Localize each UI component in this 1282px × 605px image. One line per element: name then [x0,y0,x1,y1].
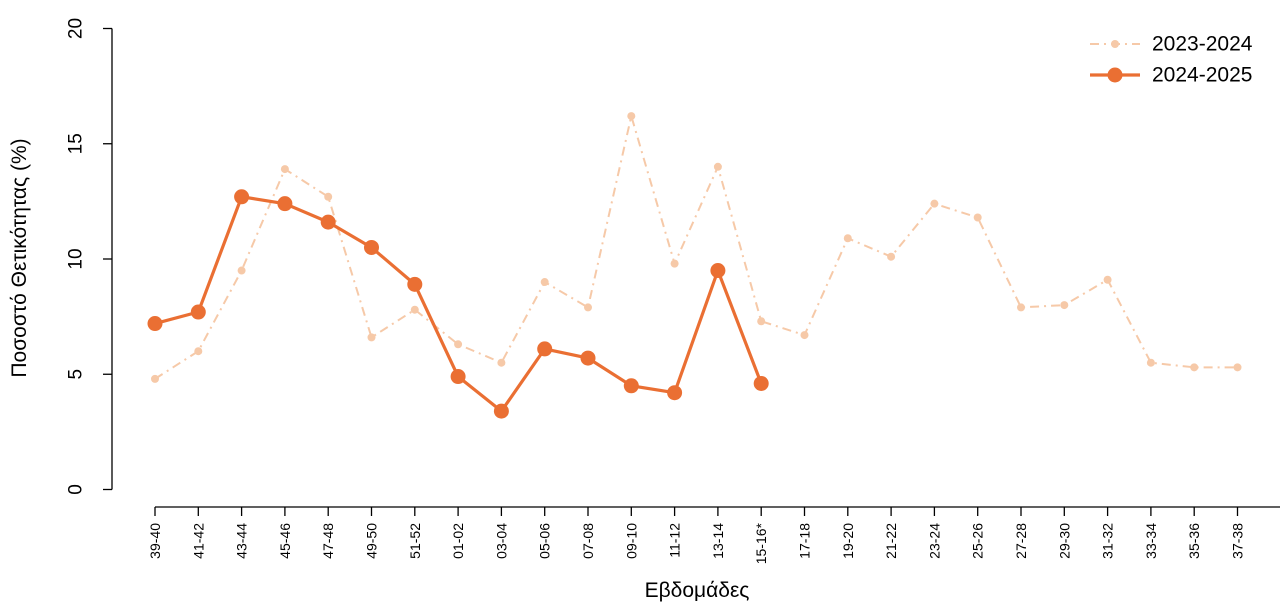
data-point [1146,358,1155,367]
x-tick-label: 05-06 [537,523,553,559]
x-tick-label: 01-02 [450,523,466,559]
y-tick-label: 15 [66,133,87,154]
data-point [410,305,419,314]
x-tick-label: 03-04 [493,523,509,559]
data-point [147,316,163,332]
data-point [367,333,376,342]
legend: 2023-2024 2024-2025 [1090,33,1253,87]
legend-label: 2024-2025 [1152,64,1252,87]
x-tick-label: 15-16* [753,522,769,564]
data-point [1060,301,1069,310]
data-point [753,375,769,391]
data-point [151,374,159,383]
data-point [407,276,423,292]
y-tick-label: 10 [66,248,87,269]
data-point [493,403,509,419]
data-point [190,304,206,320]
series-line [154,115,1238,380]
data-point [710,263,726,279]
series-2024-2025 [147,189,769,419]
data-point [1233,363,1242,372]
x-tick-label: 41-42 [190,523,206,559]
axes [111,28,1280,508]
data-point [580,350,596,366]
y-tick-label: 20 [66,18,87,39]
y-axis-ticks: 0 5 10 15 20 [66,18,112,495]
legend-swatch-marker [1111,40,1119,48]
x-tick-label: 33-34 [1143,523,1159,559]
x-tick-label: 37-38 [1230,523,1246,559]
data-point [454,340,463,349]
data-point [887,252,896,261]
x-axis-title: Εβδομάδες [645,579,750,602]
data-point [280,165,289,174]
data-point [237,266,246,275]
data-point [757,317,766,326]
data-point [667,385,683,401]
x-tick-label: 45-46 [277,523,293,559]
x-tick-label: 11-12 [667,523,683,558]
data-point [364,239,379,255]
x-tick-label: 51-52 [407,523,423,559]
y-tick-label: 5 [66,369,87,380]
data-point [537,341,553,357]
data-point [670,259,679,268]
data-point [450,369,466,385]
data-point [843,234,852,243]
series-2023-2024 [151,112,1242,383]
data-point [194,347,203,356]
x-tick-label: 21-22 [883,523,899,559]
data-point [540,278,549,287]
y-tick-label: 0 [66,484,87,495]
data-point [973,213,982,222]
data-point [584,303,592,312]
x-tick-label: 19-20 [840,523,856,559]
x-tick-label: 43-44 [234,523,250,559]
x-tick-label: 35-36 [1186,523,1202,559]
x-tick-label: 23-24 [926,523,942,559]
data-point [1103,275,1112,284]
data-point [497,358,506,367]
x-tick-label: 47-48 [320,523,336,559]
x-axis-ticks: 39-40 41-42 43-44 45-46 47-48 49-50 51-52 01-02… [147,507,1246,564]
x-tick-label: 29-30 [1056,523,1072,559]
data-point [800,331,809,340]
data-point [713,162,722,171]
data-point [627,112,636,121]
x-tick-label: 25-26 [970,523,986,559]
x-tick-label: 17-18 [797,523,813,559]
data-point [1017,303,1025,312]
legend-swatch-marker [1107,67,1123,83]
legend-item: 2024-2025 [1090,64,1252,87]
x-tick-label: 09-10 [623,523,639,559]
legend-label: 2023-2024 [1152,33,1253,56]
x-tick-label: 49-50 [364,523,380,559]
data-point [277,196,293,212]
x-tick-label: 07-08 [580,523,596,559]
data-point [234,189,250,205]
x-tick-label: 27-28 [1013,523,1029,559]
data-point [324,192,333,201]
data-point [623,378,639,394]
legend-item: 2023-2024 [1090,33,1253,56]
x-tick-label: 39-40 [147,523,163,559]
x-tick-label: 31-32 [1100,523,1116,559]
series-layer [147,112,1242,419]
y-axis-title: Ποσοστό Θετικότητας (%) [8,138,31,377]
data-point [320,214,336,230]
data-point [930,199,939,208]
data-point [1190,363,1199,372]
x-tick-label: 13-14 [710,523,726,559]
